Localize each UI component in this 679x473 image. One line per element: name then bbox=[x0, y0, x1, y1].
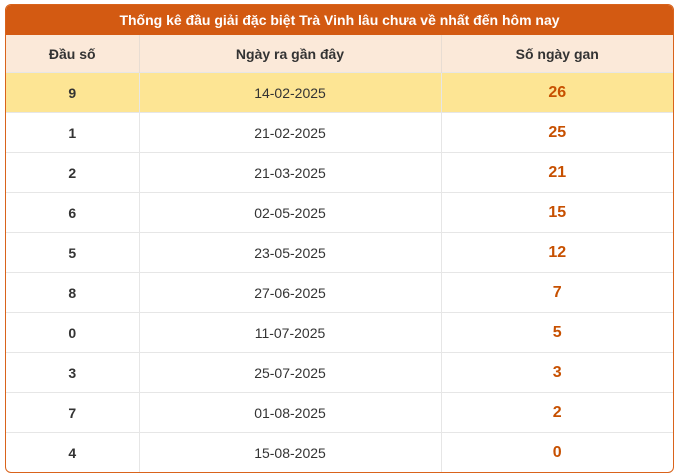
table-cell: 3 bbox=[441, 352, 673, 393]
table-cell: 0 bbox=[6, 312, 140, 353]
table-cell: 25-07-2025 bbox=[139, 352, 442, 393]
table-cell: 4 bbox=[6, 432, 140, 472]
table-cell: 15 bbox=[441, 192, 673, 233]
table-cell: 8 bbox=[6, 272, 140, 313]
table-title: Thống kê đầu giải đặc biệt Trà Vinh lâu … bbox=[6, 5, 673, 35]
table-row: 9 14-02-2025 26 bbox=[6, 72, 673, 113]
table-cell: 2 bbox=[6, 152, 140, 193]
table-cell: 12 bbox=[441, 232, 673, 273]
table-card: Thống kê đầu giải đặc biệt Trà Vinh lâu … bbox=[5, 4, 674, 473]
table-row: 7 01-08-2025 2 bbox=[6, 392, 673, 433]
table-cell: 26 bbox=[441, 72, 673, 113]
table-row: 1 21-02-2025 25 bbox=[6, 112, 673, 153]
table-cell: 27-06-2025 bbox=[139, 272, 442, 313]
table-cell: 21-03-2025 bbox=[139, 152, 442, 193]
table-row: 0 11-07-2025 5 bbox=[6, 312, 673, 353]
table-cell: 5 bbox=[441, 312, 673, 353]
table-cell: 23-05-2025 bbox=[139, 232, 442, 273]
table-cell: 1 bbox=[6, 112, 140, 153]
table-cell: 6 bbox=[6, 192, 140, 233]
header-row: Đầu số Ngày ra gần đây Số ngày gan bbox=[6, 35, 673, 73]
page: Thống kê đầu giải đặc biệt Trà Vinh lâu … bbox=[5, 4, 674, 473]
table-row: 8 27-06-2025 7 bbox=[6, 272, 673, 313]
table-row: 2 21-03-2025 21 bbox=[6, 152, 673, 193]
table-cell: 11-07-2025 bbox=[139, 312, 442, 353]
table-cell: 14-02-2025 bbox=[139, 72, 442, 113]
table-cell: 21-02-2025 bbox=[139, 112, 442, 153]
table-cell: 3 bbox=[6, 352, 140, 393]
table-row: 5 23-05-2025 12 bbox=[6, 232, 673, 273]
table-cell: 0 bbox=[441, 432, 673, 472]
header-cell: Đầu số bbox=[6, 35, 140, 73]
table-row: 3 25-07-2025 3 bbox=[6, 352, 673, 393]
header-cell: Ngày ra gần đây bbox=[139, 35, 442, 73]
table-cell: 15-08-2025 bbox=[139, 432, 442, 472]
table-cell: 7 bbox=[441, 272, 673, 313]
table-cell: 21 bbox=[441, 152, 673, 193]
table: Đầu số Ngày ra gần đây Số ngày gan 9 14-02-… bbox=[6, 35, 673, 472]
table-row: 6 02-05-2025 15 bbox=[6, 192, 673, 233]
table-cell: 01-08-2025 bbox=[139, 392, 442, 433]
table-cell: 25 bbox=[441, 112, 673, 153]
table-row: 4 15-08-2025 0 bbox=[6, 432, 673, 472]
table-cell: 5 bbox=[6, 232, 140, 273]
table-body: 9 14-02-2025 26 1 21-02-2025 25 2 21-03-2025 21 6… bbox=[6, 72, 673, 472]
header-cell: Số ngày gan bbox=[441, 35, 673, 73]
table-cell: 7 bbox=[6, 392, 140, 433]
table-cell: 02-05-2025 bbox=[139, 192, 442, 233]
table-cell: 2 bbox=[441, 392, 673, 433]
table-cell: 9 bbox=[6, 72, 140, 113]
